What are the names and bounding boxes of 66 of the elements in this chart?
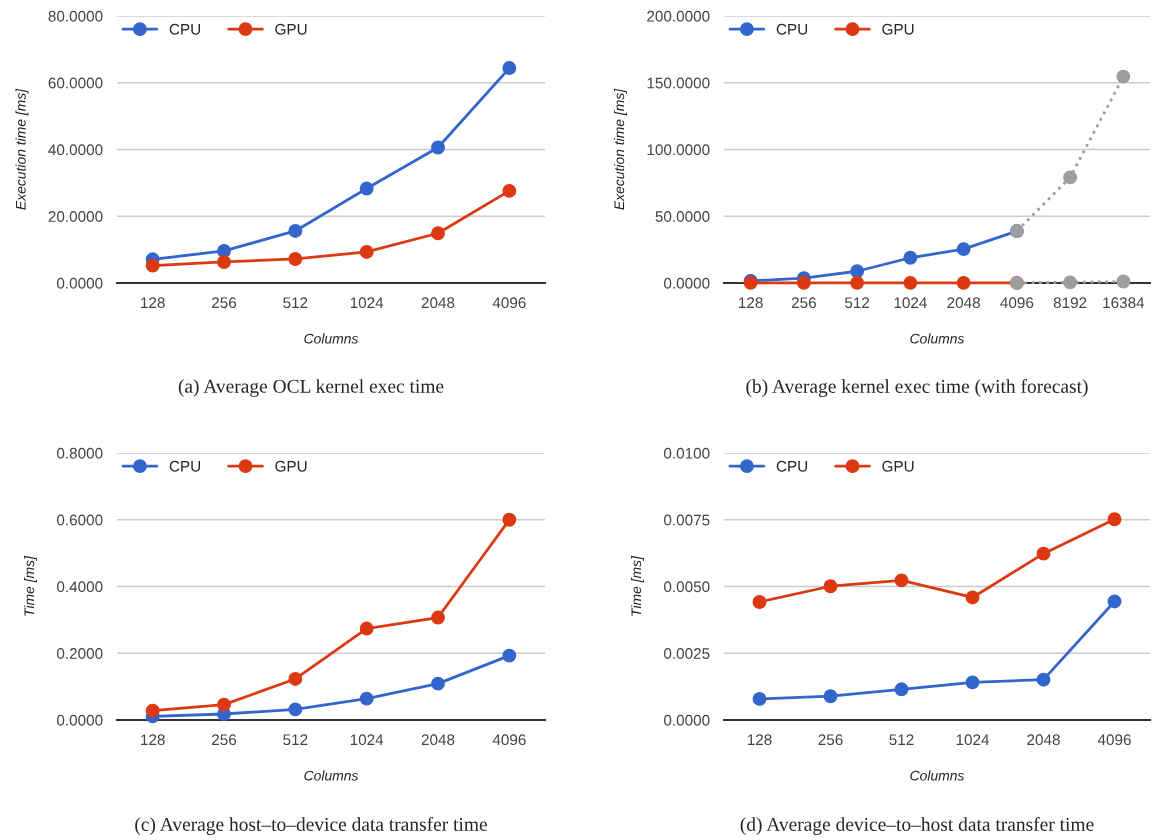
y-tick-label: 0.0100 <box>663 447 710 459</box>
legend-label: CPU <box>169 23 201 35</box>
text: (d) Average device–to–host data transfer time <box>740 817 1094 835</box>
x-axis-title: Columns <box>304 333 359 344</box>
x-tick-label: 8192 <box>1053 297 1087 309</box>
x-tick-label: 256 <box>212 734 237 746</box>
legend-label: CPU <box>776 460 808 472</box>
y-tick-label: 50.0000 <box>655 211 710 222</box>
x-tick-label: 4096 <box>1097 734 1131 746</box>
legend-label: GPU <box>882 23 914 35</box>
x-tick-label: 1024 <box>350 734 384 746</box>
text: (b) Average kernel exec time (with forecast) <box>746 379 1088 397</box>
x-tick-label: 128 <box>747 734 772 746</box>
x-tick-label: 2048 <box>1027 734 1060 746</box>
text: (a) Average OCL kernel exec time <box>178 379 444 397</box>
y-tick-label: 0.8000 <box>56 447 103 459</box>
y-tick-label: 40.0000 <box>48 144 103 156</box>
x-tick-label: 128 <box>141 297 165 309</box>
x-tick-label: 128 <box>739 297 763 309</box>
text: (c) Average host–to–device data transfer time <box>135 817 487 835</box>
x-tick-label: 2048 <box>421 297 455 309</box>
legend-label: GPU <box>882 460 914 472</box>
x-tick-label: 4096 <box>492 734 526 746</box>
y-axis-title: Time [ms] <box>24 555 37 616</box>
y-tick-label: 0.0000 <box>663 277 710 289</box>
x-tick-label: 1024 <box>956 734 990 746</box>
x-tick-label: 512 <box>283 297 308 309</box>
x-tick-label: 4096 <box>492 297 526 309</box>
x-tick-label: 1024 <box>350 297 384 309</box>
y-axis-title: Execution time [ms] <box>15 88 29 210</box>
y-tick-label: 0.4000 <box>56 581 103 593</box>
y-axis-title: Time [ms] <box>631 555 644 616</box>
y-tick-label: 60.0000 <box>48 77 103 89</box>
x-tick-label: 16384 <box>1103 297 1145 309</box>
x-tick-label: 1024 <box>894 297 927 309</box>
x-axis-title: Columns <box>910 770 965 781</box>
y-tick-label: 150.0000 <box>647 77 710 89</box>
x-tick-label: 256 <box>818 734 843 746</box>
legend-label: GPU <box>275 460 307 472</box>
y-tick-label: 20.0000 <box>48 211 103 222</box>
y-tick-label: 0.6000 <box>56 514 103 526</box>
x-tick-label: 256 <box>212 297 237 309</box>
y-tick-label: 100.0000 <box>647 144 710 156</box>
y-tick-label: 0.2000 <box>56 648 103 659</box>
x-tick-label: 128 <box>141 734 165 746</box>
y-tick-label: 0.0000 <box>663 714 710 726</box>
y-tick-label: 200.0000 <box>647 10 710 22</box>
legend-label: GPU <box>275 23 307 35</box>
y-tick-label: 80.0000 <box>48 10 103 22</box>
x-tick-label: 512 <box>844 297 870 309</box>
y-tick-label: 0.0050 <box>663 581 710 593</box>
x-tick-label: 2048 <box>947 297 980 309</box>
x-tick-label: 4096 <box>1000 297 1034 309</box>
x-tick-label: 512 <box>283 734 308 746</box>
legend-label: CPU <box>169 460 201 472</box>
y-axis-title: Execution time [ms] <box>614 88 627 210</box>
y-tick-label: 0.0000 <box>56 714 103 726</box>
x-axis-title: Columns <box>304 770 359 781</box>
x-tick-label: 256 <box>791 297 816 309</box>
y-tick-label: 0.0075 <box>663 514 710 526</box>
legend-label: CPU <box>776 23 808 35</box>
y-tick-label: 0.0000 <box>56 277 103 289</box>
y-tick-label: 0.0025 <box>663 648 710 659</box>
x-axis-title: Columns <box>910 333 965 344</box>
x-tick-label: 2048 <box>421 734 455 746</box>
x-tick-label: 512 <box>889 734 914 746</box>
